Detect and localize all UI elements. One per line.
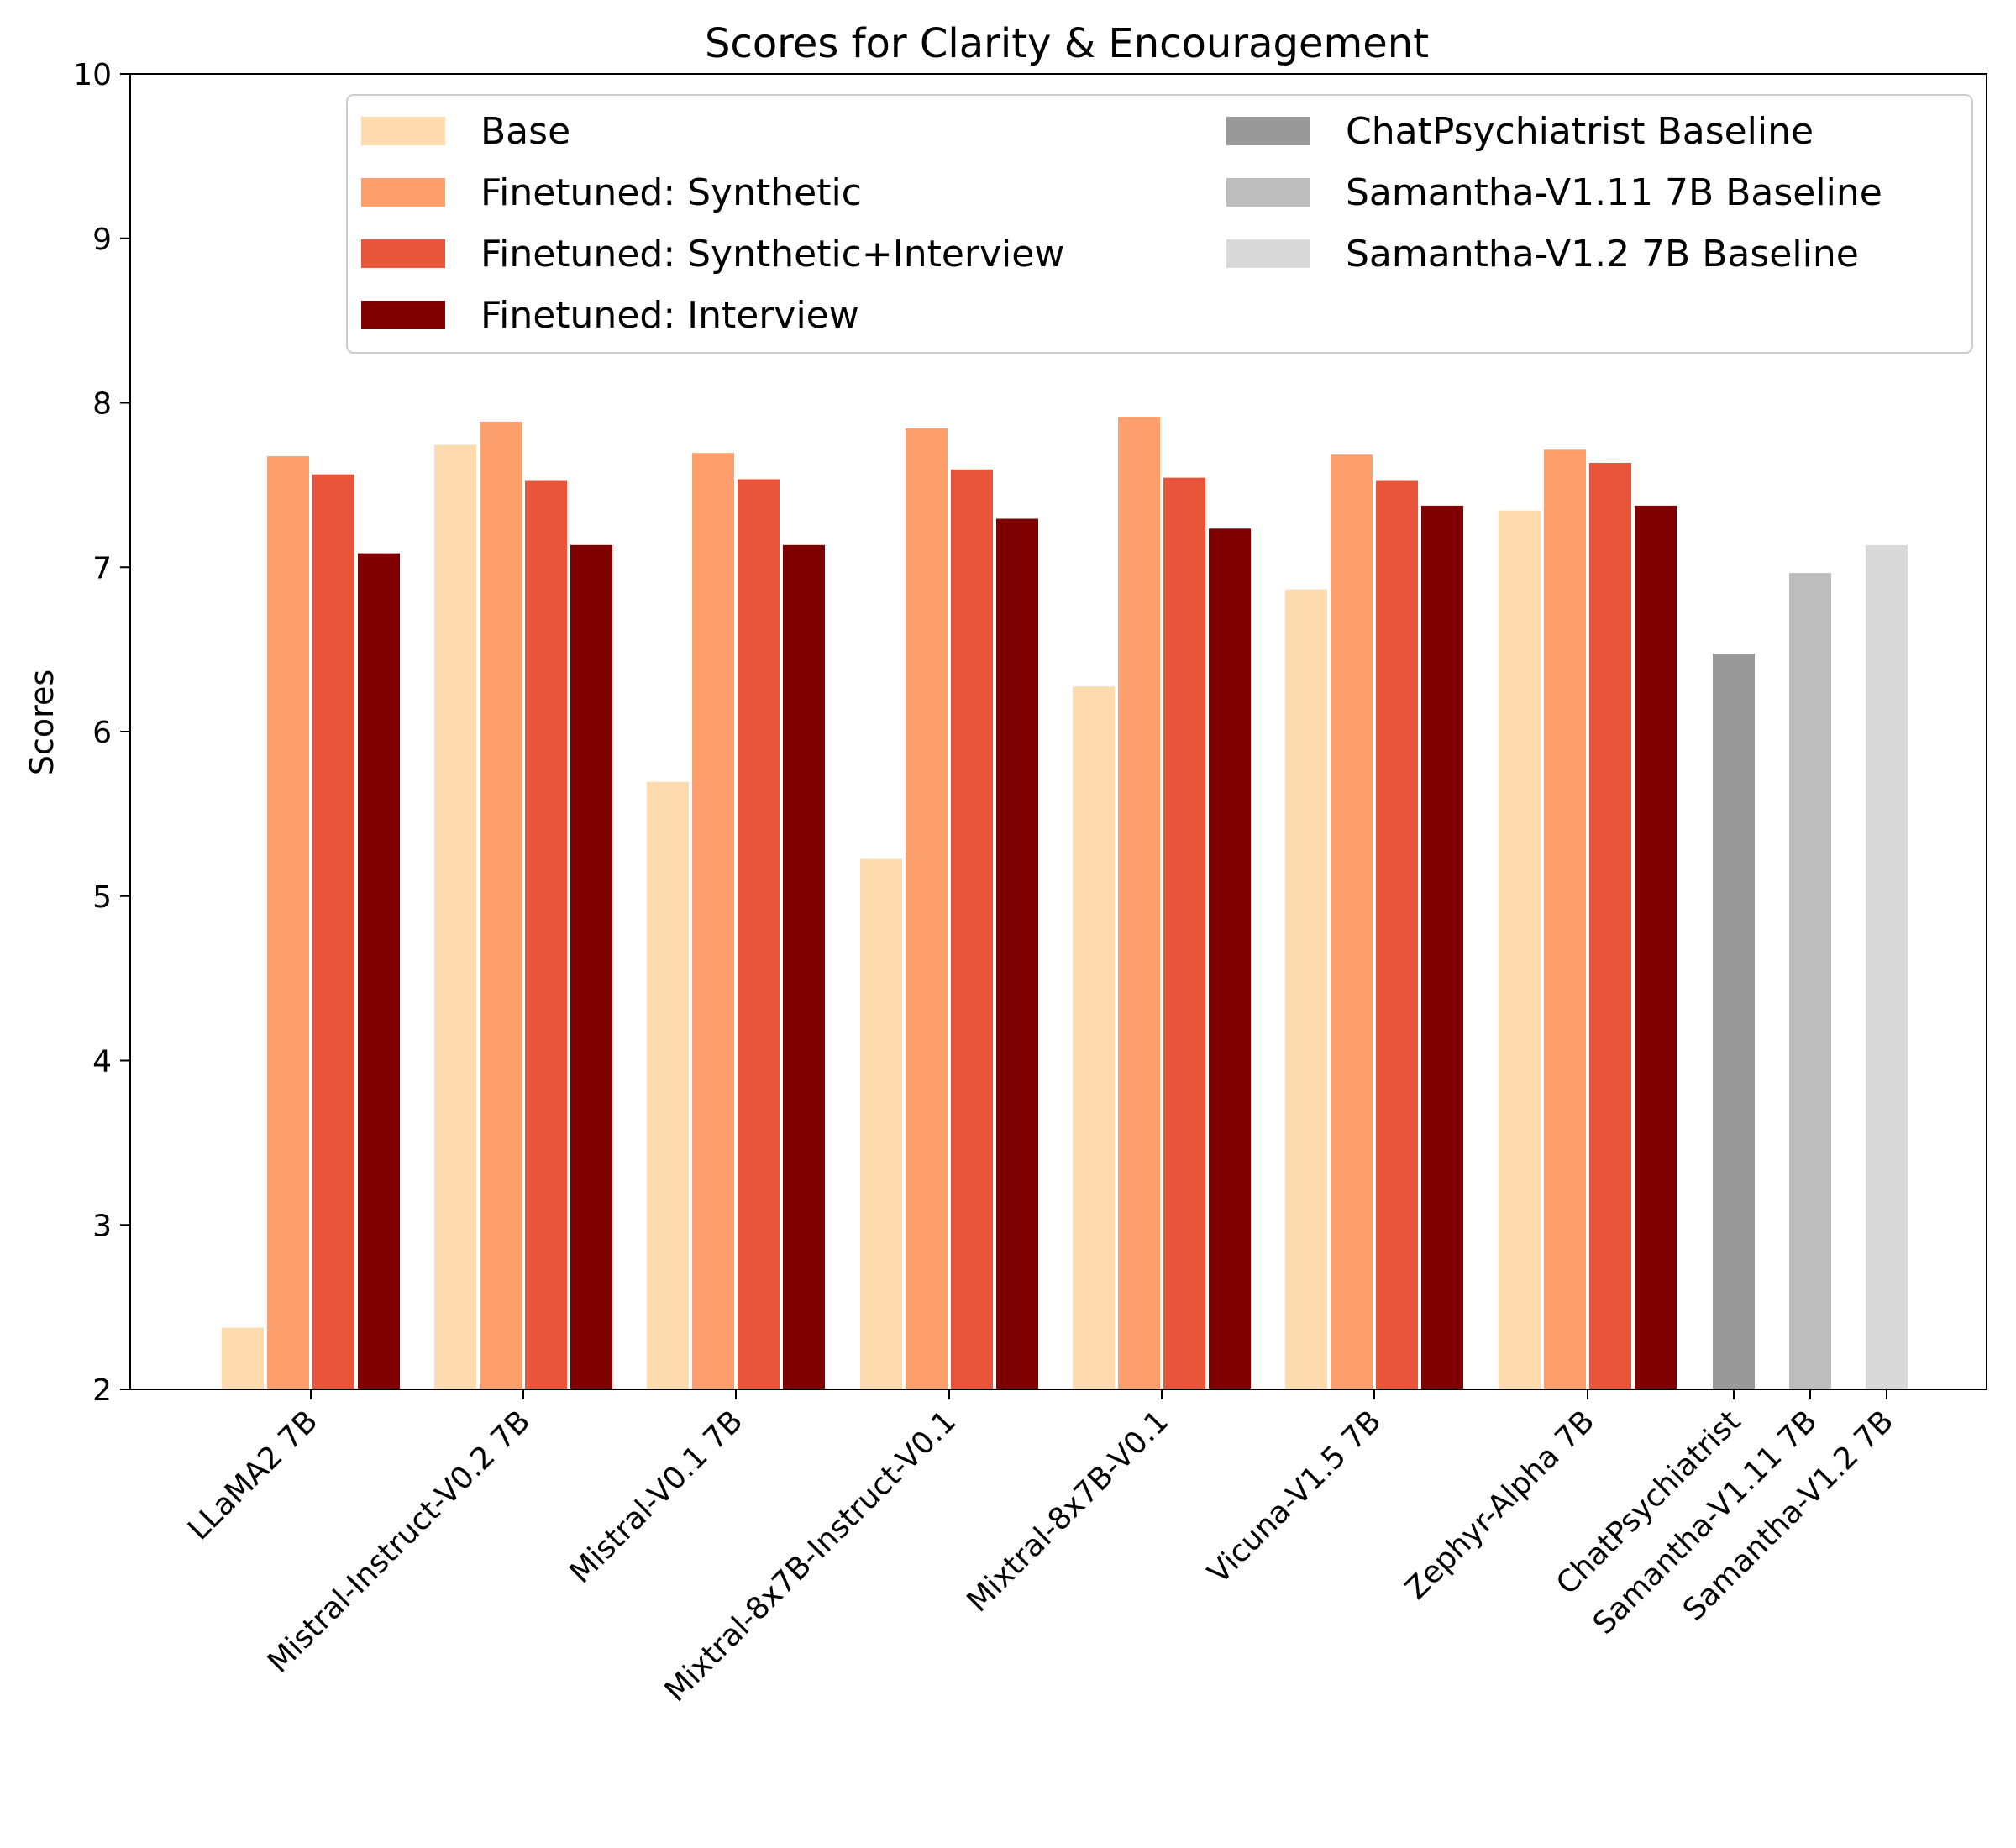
- bar-1-series-1: [220, 1326, 265, 1390]
- y-tick-label: 6: [92, 716, 112, 750]
- bar-5-series-2: [1116, 415, 1162, 1391]
- y-tick-label: 4: [92, 1045, 112, 1079]
- legend-label: ChatPsychiatrist Baseline: [1346, 110, 1814, 153]
- bar-7-series-1: [1497, 508, 1542, 1391]
- bar-3-series-2: [690, 451, 736, 1391]
- chart-title: Scores for Clarity & Encouragement: [705, 20, 1429, 67]
- bar-2-series-3: [523, 479, 569, 1390]
- bar-3-series-4: [781, 543, 827, 1390]
- bar-5-series-3: [1162, 475, 1207, 1390]
- bar-1-series-3: [311, 472, 356, 1391]
- bar-7-series-2: [1542, 448, 1588, 1390]
- x-tick-label: Mistral-V0.1 7B: [564, 1404, 750, 1590]
- legend-swatch: [361, 239, 445, 268]
- legend-label: Base: [480, 110, 570, 153]
- legend-label: Finetuned: Synthetic+Interview: [480, 233, 1064, 276]
- bar-4-series-4: [995, 517, 1040, 1390]
- bar-7-series-3: [1588, 461, 1633, 1390]
- y-tick-label: 5: [92, 880, 112, 915]
- y-tick-label: 3: [92, 1209, 112, 1243]
- y-tick-label: 9: [92, 223, 112, 257]
- legend-swatch: [1226, 239, 1310, 268]
- bar-5-series-4: [1207, 527, 1252, 1390]
- x-tick-label: Vicuna-V1.5 7B: [1201, 1404, 1388, 1590]
- bar-7-series-4: [1633, 503, 1678, 1390]
- bar-4-series-3: [949, 467, 995, 1390]
- legend-box: [346, 94, 1973, 354]
- legend: Base Finetuned: Synthetic Finetuned: Synth…: [346, 94, 1973, 354]
- y-tick-label: 2: [92, 1373, 112, 1408]
- bar-6-series-3: [1374, 479, 1420, 1390]
- bars-layer: [220, 415, 1909, 1391]
- bar-2-series-2: [478, 420, 523, 1390]
- legend-swatch: [1226, 178, 1310, 207]
- legend-swatch: [361, 178, 445, 207]
- bar-2-series-4: [569, 543, 614, 1390]
- x-tick-label: LLaMA2 7B: [181, 1404, 324, 1546]
- bar-6-series-2: [1329, 453, 1374, 1391]
- bar-1-series-4: [356, 551, 402, 1390]
- bar-9-series-6: [1788, 571, 1833, 1390]
- x-tick-label: Mixtral-8x7B-V0.1: [960, 1404, 1175, 1619]
- bar-3-series-3: [736, 477, 781, 1390]
- legend-swatch: [361, 301, 445, 329]
- bar-1-series-2: [265, 454, 311, 1390]
- bar-4-series-2: [904, 426, 949, 1390]
- bar-6-series-4: [1420, 503, 1465, 1390]
- bar-8-series-5: [1711, 652, 1756, 1390]
- bar-5-series-1: [1071, 685, 1116, 1390]
- legend-swatch: [1226, 117, 1310, 145]
- legend-label: Samantha-V1.2 7B Baseline: [1346, 233, 1859, 276]
- legend-label: Finetuned: Synthetic: [480, 171, 862, 214]
- bar-4-series-1: [858, 857, 904, 1390]
- y-axis-title: Scores: [24, 669, 60, 775]
- bar-3-series-1: [645, 780, 690, 1390]
- bar-10-series-7: [1864, 543, 1909, 1390]
- legend-swatch: [361, 117, 445, 145]
- legend-label: Samantha-V1.11 7B Baseline: [1346, 171, 1882, 214]
- y-tick-label: 7: [92, 551, 112, 585]
- y-tick-label: 10: [73, 58, 112, 92]
- legend-label: Finetuned: Interview: [480, 294, 859, 337]
- bar-2-series-1: [433, 443, 478, 1390]
- bar-6-series-1: [1284, 587, 1329, 1390]
- y-tick-label: 8: [92, 387, 112, 422]
